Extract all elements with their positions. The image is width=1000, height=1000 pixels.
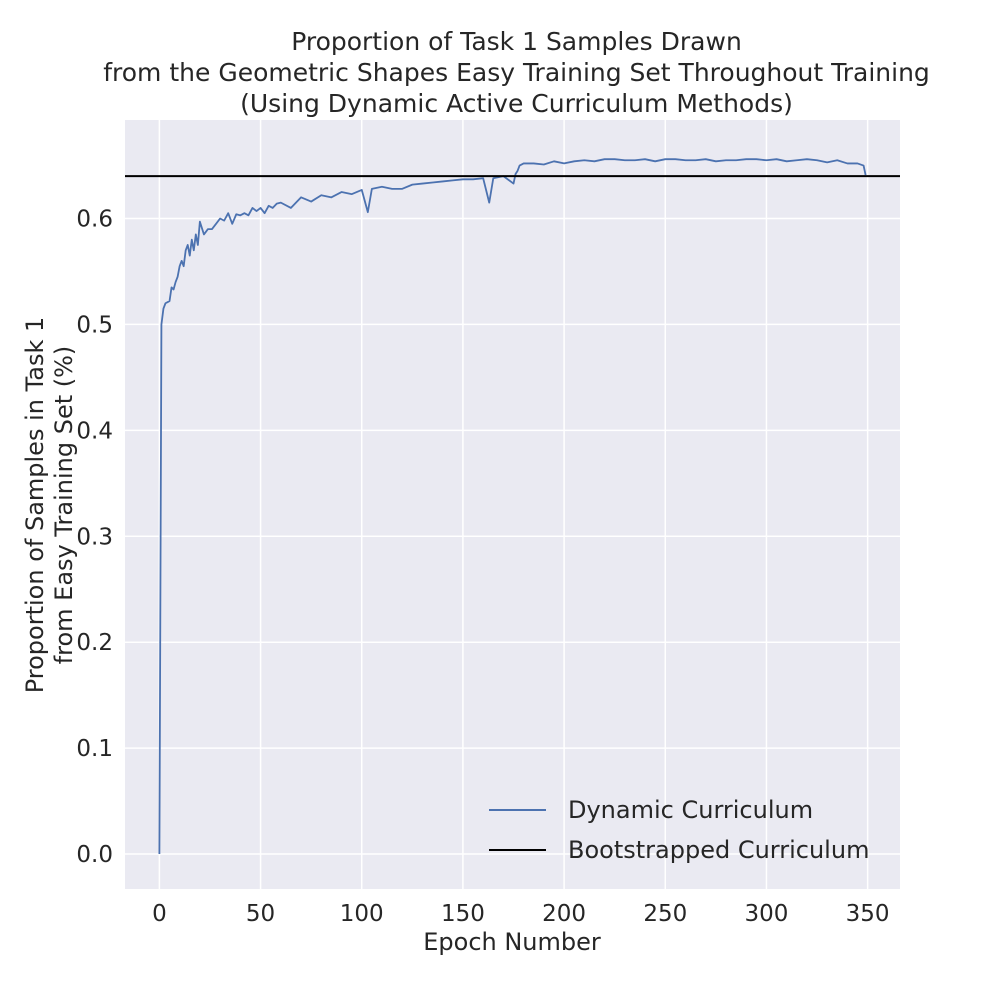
x-tick-label: 50 [246,901,275,927]
x-tick-label: 350 [846,901,890,927]
chart-title-line-3: (Using Dynamic Active Curriculum Methods… [240,89,793,118]
y-axis-label: Proportion of Samples in Task 1 from Eas… [21,317,78,694]
y-tick-label: 0.3 [76,524,113,550]
x-tick-label: 100 [340,901,384,927]
series-layer [125,158,900,855]
y-tick-label: 0.0 [76,842,113,868]
x-tick-label: 300 [744,901,788,927]
chart-title-line-1: Proportion of Task 1 Samples Drawn [291,27,742,56]
series-line-dynamic-curriculum [158,158,867,855]
y-axis-label-line-1: Proportion of Samples in Task 1 [21,317,49,694]
plot-area [125,120,900,889]
y-tick-label: 0.4 [76,418,113,444]
chart-title-line-2: from the Geometric Shapes Easy Training … [103,58,930,87]
x-tick-label: 200 [542,901,586,927]
grid [125,120,900,889]
legend-label-dynamic: Dynamic Curriculum [568,796,813,824]
x-tick-label: 150 [441,901,485,927]
y-tick-label: 0.6 [76,207,113,233]
y-tick-label: 0.2 [76,630,113,656]
y-tick-label: 0.1 [76,736,113,762]
legend: Dynamic Curriculum Bootstrapped Curricul… [489,796,869,864]
x-tick-label: 0 [152,901,167,927]
legend-label-bootstrapped: Bootstrapped Curriculum [568,836,869,864]
x-tick-label: 250 [643,901,687,927]
tick-labels: 0 50 100 150 200 250 300 350 0.0 0.1 0.2 0.3 0.4 0.5 0… [76,207,889,927]
x-axis-label: Epoch Number [423,928,601,956]
y-axis-label-line-2: from Easy Training Set (%) [50,346,78,665]
chart-title: Proportion of Task 1 Samples Drawn from … [100,26,933,119]
y-tick-label: 0.5 [76,312,113,338]
